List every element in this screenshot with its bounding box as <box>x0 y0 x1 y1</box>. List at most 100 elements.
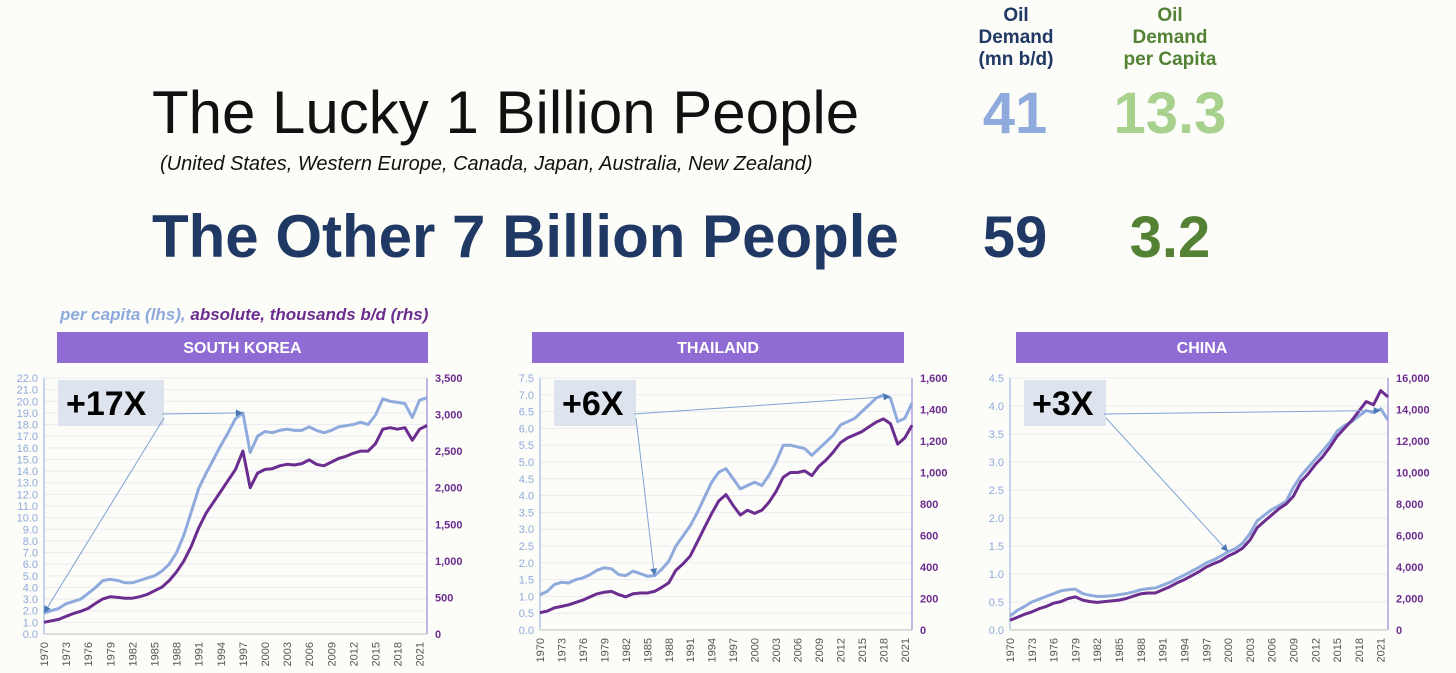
right-tick-label: 0 <box>1396 625 1402 637</box>
left-tick-label: 5.0 <box>519 457 534 469</box>
left-tick-label: 9.0 <box>23 524 38 536</box>
x-tick-label: 1985 <box>1114 638 1126 662</box>
per-capita-header-line: Oil <box>1157 5 1183 26</box>
right-tick-label: 8,000 <box>1396 499 1424 511</box>
panel-header-bar <box>57 332 428 363</box>
x-tick-label: 2015 <box>1332 638 1344 662</box>
other-demand-value: 59 <box>982 205 1048 270</box>
x-tick-label: 1991 <box>685 638 697 662</box>
annotation-arrow-line <box>633 395 891 415</box>
right-tick-label: 1,500 <box>435 519 463 531</box>
left-tick-label: 4.5 <box>519 474 534 486</box>
left-tick-label: 22.0 <box>17 373 38 385</box>
x-tick-label: 1970 <box>535 638 547 662</box>
x-tick-label: 1985 <box>642 638 654 662</box>
x-tick-label: 1982 <box>621 638 633 662</box>
panel-title: CHINA <box>1177 340 1228 357</box>
right-tick-label: 1,600 <box>920 373 948 385</box>
annotation-arrow-line <box>635 417 655 576</box>
right-tick-label: 2,000 <box>435 483 463 495</box>
x-tick-label: 2006 <box>304 642 316 666</box>
panel-title: THAILAND <box>677 340 759 357</box>
left-tick-label: 7.0 <box>519 390 534 402</box>
left-tick-label: 0.0 <box>23 629 38 641</box>
left-tick-label: 10.0 <box>17 513 38 525</box>
growth-annotation-label: +17X <box>66 385 147 423</box>
x-tick-label: 2018 <box>393 642 405 666</box>
other-per-capita-value: 3.2 <box>1129 205 1211 270</box>
x-tick-label: 1982 <box>127 642 139 666</box>
x-tick-label: 1982 <box>1092 638 1104 662</box>
left-tick-label: 20.0 <box>17 396 38 408</box>
left-tick-label: 0.5 <box>989 597 1004 609</box>
x-tick-label: 1970 <box>1005 638 1017 662</box>
right-tick-label: 6,000 <box>1396 531 1424 543</box>
right-tick-label: 14,000 <box>1396 405 1430 417</box>
left-tick-label: 1.0 <box>519 591 534 603</box>
growth-annotation-box <box>554 380 636 426</box>
left-tick-label: 3.5 <box>519 507 534 519</box>
left-tick-label: 1.0 <box>989 569 1004 581</box>
left-tick-label: 3.0 <box>519 524 534 536</box>
panel-header-bar <box>1016 332 1388 363</box>
thailand-chart: THAILAND 0.0 0.5 1.0 1.5 2.0 2.5 3.0 3.5 4.0 4.5 5.… <box>519 332 948 662</box>
legend-absolute: absolute, thousands b/d (rhs) <box>190 305 429 324</box>
right-tick-label: 200 <box>920 594 938 606</box>
annotation-arrow-line <box>1105 417 1229 552</box>
annotation-arrow-line <box>161 412 243 415</box>
absolute-series-line <box>1009 389 1389 622</box>
x-tick-label: 2003 <box>1245 638 1257 662</box>
x-tick-label: 1988 <box>1136 638 1148 662</box>
x-tick-label: 1988 <box>664 638 676 662</box>
left-tick-label: 4.0 <box>23 582 38 594</box>
annotation-arrow-head <box>44 605 51 614</box>
left-tick-label: 2.0 <box>519 558 534 570</box>
annotation-arrow-head <box>650 568 658 576</box>
absolute-series-line <box>43 424 428 624</box>
x-tick-label: 1985 <box>149 642 161 666</box>
x-tick-label: 1973 <box>1027 638 1039 662</box>
right-tick-label: 1,400 <box>920 405 948 417</box>
x-tick-label: 1976 <box>1049 638 1061 662</box>
x-tick-label: 1973 <box>556 638 568 662</box>
left-tick-label: 14.0 <box>17 466 38 478</box>
x-tick-label: 2006 <box>793 638 805 662</box>
x-tick-label: 2009 <box>814 638 826 662</box>
left-tick-label: 13.0 <box>17 478 38 490</box>
per-capita-header-line: per Capita <box>1123 49 1217 70</box>
x-tick-label: 1976 <box>83 642 95 666</box>
x-tick-label: 2006 <box>1267 638 1279 662</box>
other-billion-title: The Other 7 Billion People <box>152 203 899 270</box>
growth-annotation-label: +6X <box>562 385 624 423</box>
x-tick-label: 2021 <box>900 638 912 662</box>
right-tick-label: 3,000 <box>435 410 463 422</box>
x-tick-label: 2012 <box>835 638 847 662</box>
right-tick-label: 12,000 <box>1396 436 1430 448</box>
right-tick-label: 500 <box>435 592 453 604</box>
right-tick-label: 10,000 <box>1396 468 1430 480</box>
per-capita-column-header: Oil Demand per Capita <box>1100 5 1240 71</box>
x-tick-label: 1979 <box>105 642 117 666</box>
right-tick-label: 1,000 <box>920 468 948 480</box>
lucky-per-capita-value: 13.3 <box>1113 81 1227 146</box>
right-tick-label: 0 <box>435 629 441 641</box>
x-tick-label: 2000 <box>1223 638 1235 662</box>
annotation-arrow-line <box>1103 409 1381 415</box>
x-tick-label: 1988 <box>172 642 184 666</box>
lucky-billion-countries: (United States, Western Europe, Canada, … <box>160 153 813 175</box>
left-tick-label: 7.0 <box>23 548 38 560</box>
x-tick-label: 1997 <box>238 642 250 666</box>
growth-annotation-box <box>58 380 164 426</box>
left-tick-label: 0.5 <box>519 608 534 620</box>
x-tick-label: 1973 <box>61 642 73 666</box>
left-tick-label: 19.0 <box>17 408 38 420</box>
x-tick-label: 2021 <box>1376 638 1388 662</box>
left-tick-label: 1.5 <box>989 541 1004 553</box>
annotation-arrow-head <box>235 409 243 417</box>
x-tick-label: 1970 <box>39 642 51 666</box>
x-tick-label: 2018 <box>1354 638 1366 662</box>
left-tick-label: 4.0 <box>989 401 1004 413</box>
per-capita-series-line <box>539 393 914 597</box>
x-tick-label: 2015 <box>857 638 869 662</box>
x-tick-label: 1994 <box>1179 638 1191 662</box>
